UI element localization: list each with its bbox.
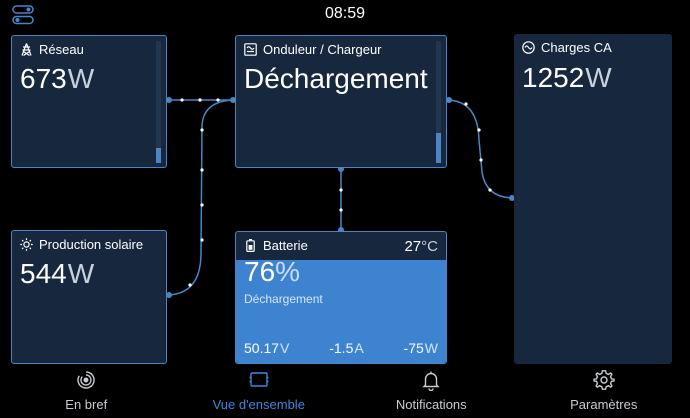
nav-en-bref[interactable]: En bref xyxy=(0,364,173,418)
tile-ac-loads-unit: W xyxy=(585,62,612,93)
gauge-icon xyxy=(77,371,95,389)
bottom-nav: En bref Vue d'ensemble Notifications Par… xyxy=(0,364,690,418)
sun-icon xyxy=(20,238,33,251)
battery-temperature: 27°C xyxy=(404,238,438,255)
battery-icon xyxy=(246,239,255,252)
tile-ac-loads-value: 1252 xyxy=(522,62,585,93)
tile-inverter-state: Déchargement xyxy=(244,63,428,94)
battery-temperature-unit: °C xyxy=(421,238,438,255)
tile-inverter[interactable]: Onduleur / Chargeur Déchargement xyxy=(235,35,447,168)
gear-icon xyxy=(593,370,615,390)
nav-parametres-label: Paramètres xyxy=(570,397,638,412)
tile-battery[interactable]: Batterie 27°C 76% Déchargement 50.17V -1… xyxy=(235,231,447,364)
bell-icon xyxy=(422,371,440,391)
battery-percent: 76% xyxy=(244,256,300,288)
tile-solar[interactable]: Production solaire 544W xyxy=(11,230,167,364)
tile-solar-unit: W xyxy=(67,258,95,289)
nav-en-bref-label: En bref xyxy=(65,397,108,412)
clock: 08:59 xyxy=(324,5,366,22)
tile-solar-label: Production solaire xyxy=(39,237,144,252)
battery-stats: 50.17V -1.5A -75W xyxy=(244,340,438,356)
flow-line-solar-inverter xyxy=(165,99,237,296)
tile-reseau-label: Réseau xyxy=(39,42,84,57)
inverter-icon xyxy=(244,43,257,56)
nav-parametres[interactable]: Paramètres xyxy=(518,364,690,418)
battery-soc-fill xyxy=(236,260,446,363)
tile-solar-value: 544 xyxy=(20,258,67,289)
tile-reseau-unit: W xyxy=(67,63,95,94)
battery-voltage: 50.17V xyxy=(244,340,289,356)
battery-voltage-value: 50.17 xyxy=(244,340,280,356)
battery-voltage-unit: V xyxy=(280,340,290,356)
tile-reseau-value: 673 xyxy=(20,63,67,94)
overview-icon xyxy=(249,372,269,387)
tile-battery-label: Batterie xyxy=(263,238,308,253)
tile-inverter-label: Onduleur / Chargeur xyxy=(263,42,382,57)
tile-reseau[interactable]: Réseau 673W xyxy=(11,35,167,168)
toggle-switches-icon[interactable] xyxy=(12,5,34,25)
battery-power: -75W xyxy=(404,340,438,356)
battery-percent-unit: % xyxy=(275,256,301,287)
reseau-level-bar xyxy=(156,41,161,163)
battery-current-unit: A xyxy=(354,340,364,356)
nav-notifications-label: Notifications xyxy=(395,397,467,412)
nav-notifications[interactable]: Notifications xyxy=(345,364,518,418)
status-bar: 08:59 xyxy=(0,0,690,30)
battery-power-value: -75 xyxy=(403,340,424,356)
tile-ac-loads-label: Charges CA xyxy=(541,40,612,55)
ac-wave-icon xyxy=(522,41,535,54)
reseau-level-fill xyxy=(156,148,161,163)
battery-temperature-value: 27 xyxy=(404,238,422,255)
battery-state: Déchargement xyxy=(244,292,323,306)
inverter-level-fill xyxy=(436,132,441,163)
inverter-level-bar xyxy=(436,41,441,163)
grid-tower-icon xyxy=(21,43,32,56)
nav-overview-label: Vue d'ensemble xyxy=(212,397,305,412)
nav-overview[interactable]: Vue d'ensemble xyxy=(173,364,346,418)
flow-line-inverter-loads xyxy=(445,99,515,199)
battery-current-value: -1.5 xyxy=(329,340,354,356)
tile-ac-loads[interactable]: Charges CA 1252W xyxy=(514,34,672,364)
battery-current: -1.5A xyxy=(329,340,363,356)
battery-percent-value: 76 xyxy=(244,256,276,287)
battery-power-unit: W xyxy=(424,340,438,356)
